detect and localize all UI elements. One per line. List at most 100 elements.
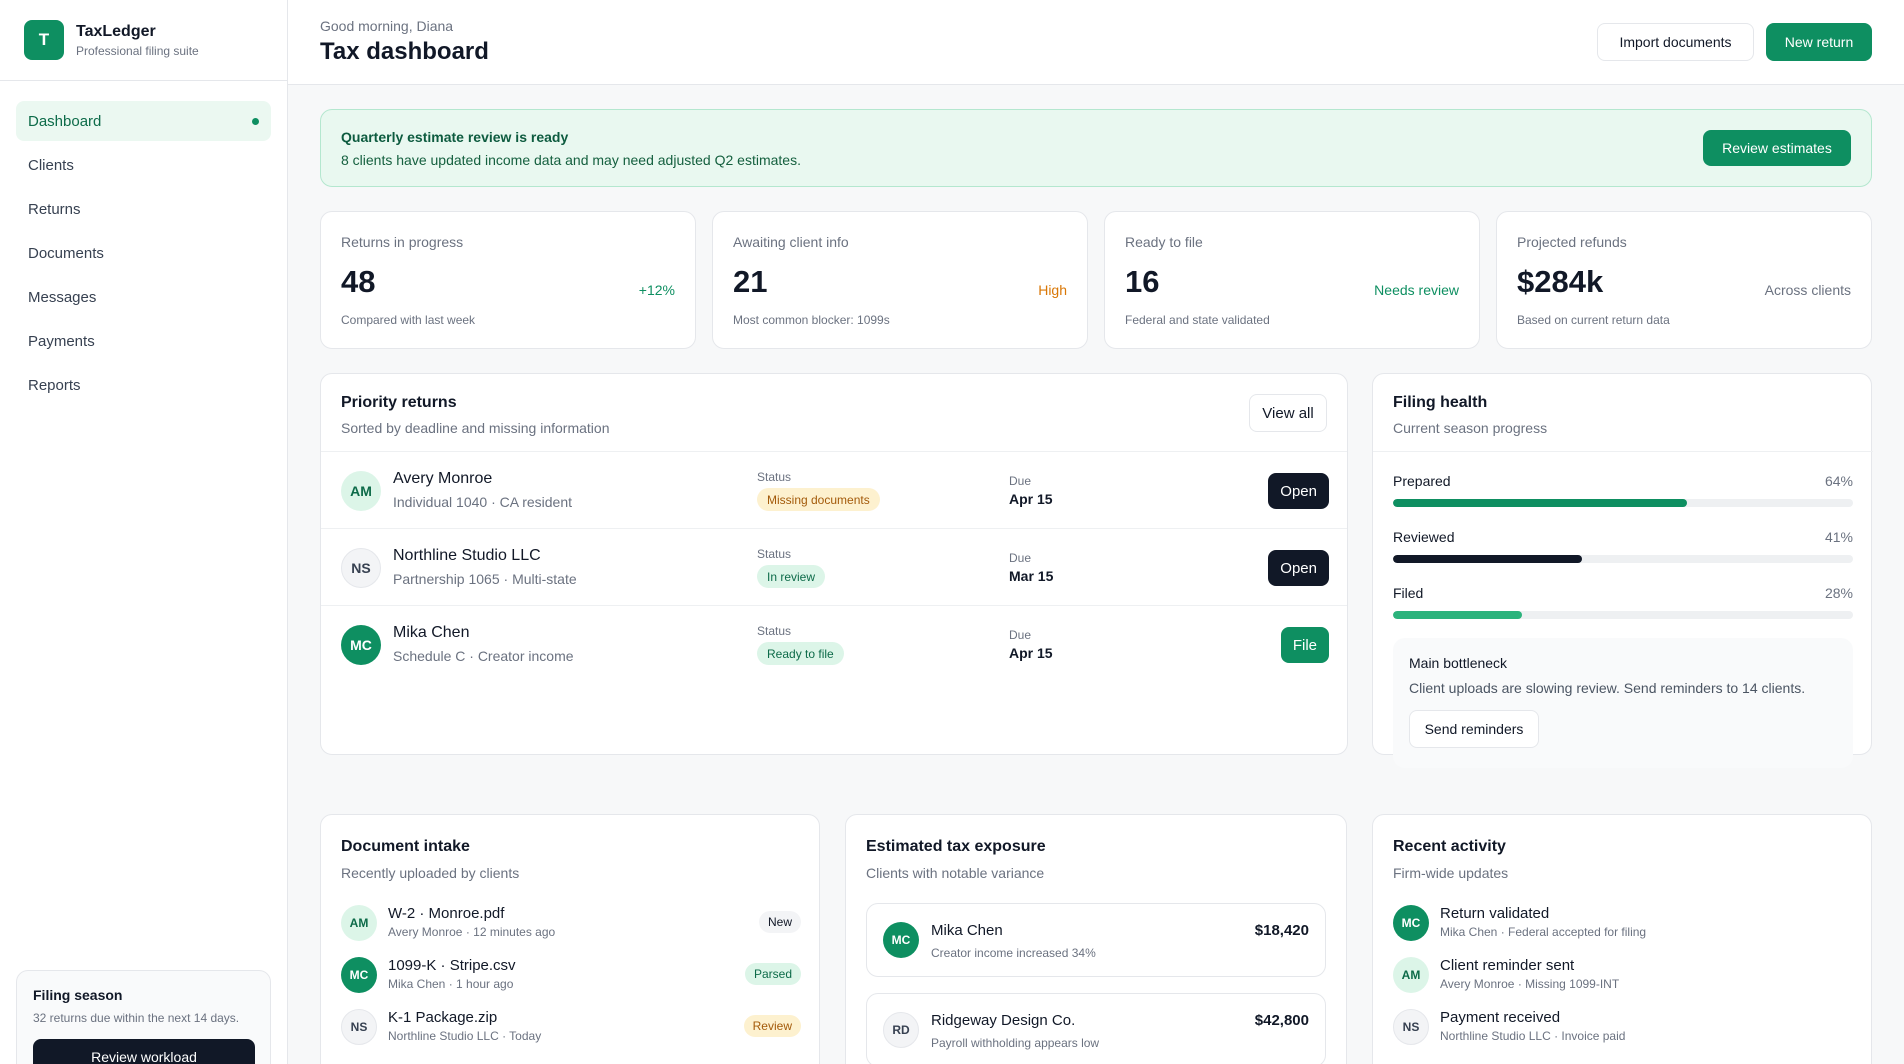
bottleneck-callout: Main bottleneck Client uploads are slowi… [1393, 638, 1853, 768]
panel-title: Priority returns [341, 394, 457, 411]
brand-subtitle: Professional filing suite [76, 43, 199, 58]
stat-label: Returns in progress [341, 234, 464, 250]
sidebar-item-documents[interactable]: Documents [16, 233, 271, 273]
progress-fill [1393, 499, 1688, 507]
due-date: Apr 15 [1009, 645, 1053, 661]
avatar: RD [883, 1012, 919, 1048]
document-meta: Northline Studio LLC · Today [388, 1029, 542, 1043]
status-badge: In review [757, 565, 826, 588]
status-label: Status [757, 624, 792, 638]
progress-reviewed: Reviewed 41% [1393, 529, 1853, 563]
open-return-button[interactable]: Open [1268, 473, 1329, 509]
avatar: AM [341, 905, 377, 941]
brand-logo: T [24, 20, 64, 60]
list-item[interactable]: MC Mika Chen Creator income increased 34… [866, 903, 1326, 977]
table-row[interactable]: AM Avery Monroe Individual 1040 · CA res… [321, 451, 1347, 528]
activity-title: Client reminder sent [1440, 957, 1575, 974]
client-name: Avery Monroe [393, 470, 493, 487]
list-item[interactable]: AM W-2 · Monroe.pdf Avery Monroe · 12 mi… [341, 903, 801, 943]
page-header: Good morning, Diana Tax dashboard Import… [288, 0, 1904, 85]
priority-returns-panel: Priority returns Sorted by deadline and … [320, 373, 1348, 755]
sidebar-item-label: Payments [28, 332, 95, 350]
variance-note: Creator income increased 34% [931, 946, 1096, 960]
send-reminders-button[interactable]: Send reminders [1409, 710, 1539, 748]
avatar: AM [341, 471, 381, 511]
panel-subtitle: Current season progress [1393, 420, 1548, 436]
review-estimates-button[interactable]: Review estimates [1703, 130, 1851, 166]
exposure-amount: $18,420 [1254, 922, 1309, 939]
view-all-button[interactable]: View all [1249, 394, 1327, 432]
stat-value: $284k [1517, 264, 1604, 299]
document-meta: Avery Monroe · 12 minutes ago [388, 925, 556, 939]
sidebar-item-payments[interactable]: Payments [16, 321, 271, 361]
sidebar: T TaxLedger Professional filing suite Da… [0, 0, 288, 1064]
stat-card-awaiting-client-info: Awaiting client info 21 High Most common… [712, 211, 1088, 349]
review-workload-button[interactable]: Review workload [33, 1039, 255, 1064]
progress-value: 41% [1824, 529, 1853, 545]
client-detail: Schedule C · Creator income [393, 648, 574, 664]
document-name: K-1 Package.zip [388, 1009, 498, 1026]
greeting: Good morning, Diana [320, 18, 454, 34]
panel-title: Recent activity [1393, 838, 1506, 855]
stat-card-projected-refunds: Projected refunds $284k Across clients B… [1496, 211, 1872, 349]
document-name: W-2 · Monroe.pdf [388, 905, 505, 922]
banner-text: 8 clients have updated income data and m… [341, 152, 801, 168]
activity-detail: Mika Chen · Federal accepted for filing [1440, 925, 1647, 939]
sidebar-item-label: Documents [28, 244, 104, 262]
panel-title: Estimated tax exposure [866, 838, 1046, 855]
progress-prepared: Prepared 64% [1393, 473, 1853, 507]
active-indicator-dot [252, 117, 259, 125]
document-intake-panel: Document intake Recently uploaded by cli… [320, 814, 820, 1064]
activity-title: Return validated [1440, 905, 1550, 922]
due-date: Apr 15 [1009, 491, 1053, 507]
due-label: Due [1009, 628, 1032, 642]
sidebar-nav: Dashboard Clients Returns Documents Mess… [0, 81, 287, 429]
panel-title: Filing health [1393, 394, 1488, 411]
sidebar-item-returns[interactable]: Returns [16, 189, 271, 229]
stat-note: Based on current return data [1517, 313, 1670, 327]
filing-season-title: Filing season [33, 987, 123, 1003]
list-item[interactable]: NS K-1 Package.zip Northline Studio LLC … [341, 1007, 801, 1047]
client-name: Ridgeway Design Co. [931, 1012, 1076, 1029]
table-row[interactable]: MC Mika Chen Schedule C · Creator income… [321, 605, 1347, 682]
stat-label: Awaiting client info [733, 234, 849, 250]
table-row[interactable]: NS Northline Studio LLC Partnership 1065… [321, 528, 1347, 605]
sidebar-item-label: Returns [28, 200, 81, 218]
stat-value: 21 [733, 264, 768, 299]
panel-title: Document intake [341, 838, 470, 855]
avatar: AM [1393, 957, 1429, 993]
avatar: MC [341, 625, 381, 665]
stat-label: Ready to file [1125, 234, 1203, 250]
page-title: Tax dashboard [320, 38, 489, 65]
list-item[interactable]: MC 1099-K · Stripe.csv Mika Chen · 1 hou… [341, 955, 801, 995]
stat-label: Projected refunds [1517, 234, 1627, 250]
sidebar-item-clients[interactable]: Clients [16, 145, 271, 185]
new-return-button[interactable]: New return [1766, 23, 1872, 61]
bottleneck-text: Client uploads are slowing review. Send … [1409, 680, 1806, 696]
progress-label: Reviewed [1393, 529, 1455, 545]
import-documents-button[interactable]: Import documents [1597, 23, 1754, 61]
document-meta: Mika Chen · 1 hour ago [388, 977, 514, 991]
activity-item: NS Payment received Northline Studio LLC… [1393, 1007, 1853, 1047]
file-return-button[interactable]: File [1280, 627, 1329, 663]
status-badge: New [758, 911, 801, 933]
progress-value: 64% [1824, 473, 1853, 489]
estimate-review-banner: Quarterly estimate review is ready 8 cli… [320, 109, 1872, 187]
banner-title: Quarterly estimate review is ready [341, 129, 569, 145]
activity-title: Payment received [1440, 1009, 1561, 1026]
sidebar-item-dashboard[interactable]: Dashboard [16, 101, 271, 141]
list-item[interactable]: RD Ridgeway Design Co. Payroll withholdi… [866, 993, 1326, 1064]
sidebar-item-reports[interactable]: Reports [16, 365, 271, 405]
stat-delta: Needs review [1374, 282, 1459, 298]
due-date: Mar 15 [1009, 568, 1054, 584]
tax-exposure-panel: Estimated tax exposure Clients with nota… [845, 814, 1347, 1064]
open-return-button[interactable]: Open [1268, 550, 1329, 586]
panel-subtitle: Clients with notable variance [866, 865, 1045, 881]
avatar: MC [341, 957, 377, 993]
sidebar-item-messages[interactable]: Messages [16, 277, 271, 317]
status-badge: Missing documents [757, 488, 880, 511]
panel-subtitle: Recently uploaded by clients [341, 865, 520, 881]
status-badge: Parsed [744, 963, 801, 985]
brand: T TaxLedger Professional filing suite [0, 0, 287, 81]
progress-fill [1393, 611, 1522, 619]
